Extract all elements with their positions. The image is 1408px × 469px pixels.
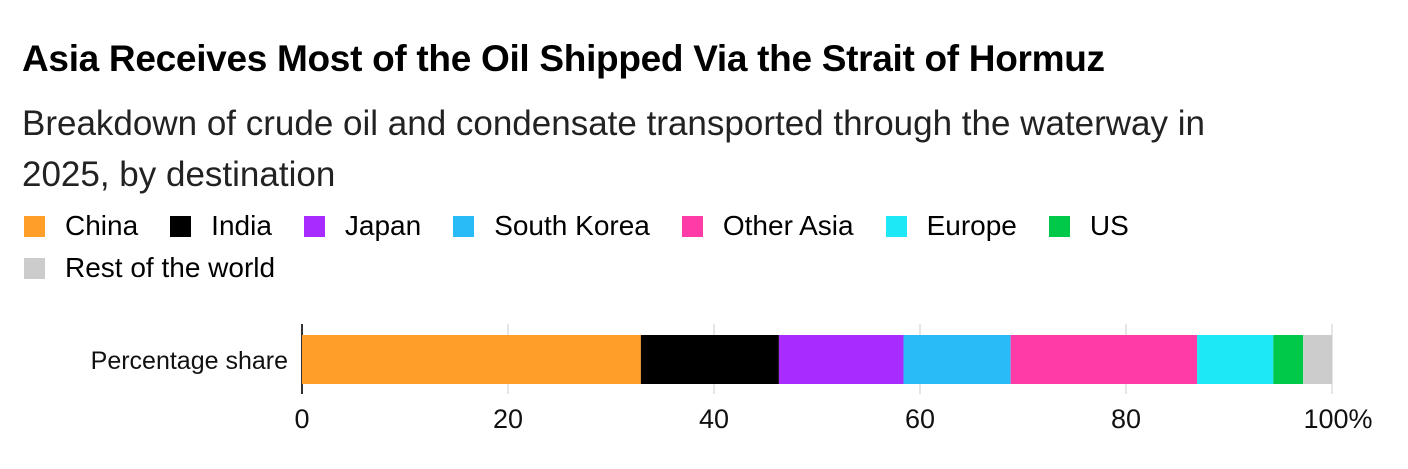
legend-swatch <box>303 215 325 237</box>
bar-segment-us <box>1273 335 1304 384</box>
legend-label: Japan <box>344 210 422 241</box>
legend-swatch <box>885 215 907 237</box>
bar-segment-south-korea <box>903 335 1011 384</box>
legend-label: Rest of the world <box>65 252 276 283</box>
legend-swatch <box>453 215 475 237</box>
legend-label: India <box>211 210 272 241</box>
x-tick-label: 80 <box>1111 404 1141 434</box>
legend-item: Rest of the world <box>24 250 275 286</box>
legend-label: US <box>1089 210 1129 241</box>
legend-item: US <box>1048 208 1129 244</box>
chart-title: Asia Receives Most of the Oil Shipped Vi… <box>22 38 1105 79</box>
legend-label: China <box>65 210 139 241</box>
bar-segment-other-asia <box>1010 335 1198 384</box>
legend-swatch <box>170 215 192 237</box>
x-tick-label: 20 <box>493 404 523 434</box>
legend-item: South Korea <box>453 208 650 244</box>
legend-label: Europe <box>926 210 1017 241</box>
x-tick-label: 100% <box>1303 404 1372 434</box>
legend-swatch <box>24 257 45 279</box>
legend-label: Other Asia <box>722 210 854 241</box>
bar-segment-europe <box>1197 335 1274 384</box>
legend-item: Europe <box>885 208 1017 244</box>
legend-label: South Korea <box>494 210 650 241</box>
chart-subtitle: Breakdown of crude oil and condensate tr… <box>22 104 1205 194</box>
legend-item: Other Asia <box>681 208 854 244</box>
x-tick-label: 60 <box>905 404 935 434</box>
bar-segment-rest-of-the-world <box>1303 335 1332 384</box>
bar-segment-japan <box>778 335 904 384</box>
category-label: Percentage share <box>91 347 288 375</box>
legend-item: China <box>24 208 138 244</box>
legend-item: India <box>170 208 272 244</box>
bar-segment-india <box>640 335 779 384</box>
x-tick-label: 40 <box>699 404 729 434</box>
legend-swatch <box>1048 215 1070 237</box>
legend-swatch <box>24 215 45 237</box>
legend-swatch <box>681 215 703 237</box>
legend: China India Japan South Korea Other Asia Euro… <box>24 208 1324 286</box>
legend-item: Japan <box>303 208 422 244</box>
bar-segment-china <box>302 335 641 384</box>
x-tick-label: 0 <box>294 404 309 434</box>
